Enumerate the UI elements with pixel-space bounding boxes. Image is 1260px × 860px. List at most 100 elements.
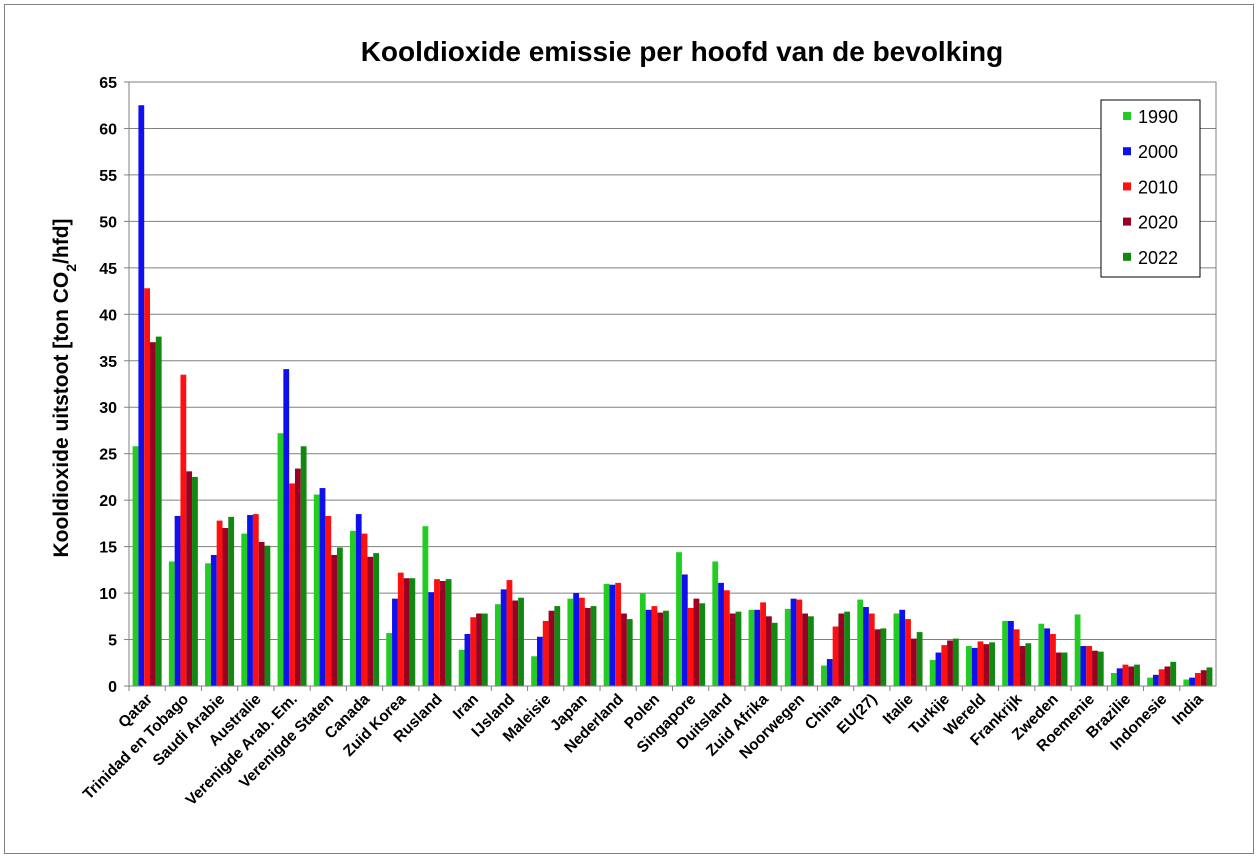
- bar-2000: [138, 105, 145, 687]
- bar-2000: [935, 652, 942, 686]
- bar-2020: [186, 471, 193, 686]
- bar-2022: [228, 516, 235, 686]
- bar-2000: [536, 636, 543, 686]
- bar-2020: [1019, 646, 1026, 686]
- y-tick-label: 0: [108, 679, 117, 696]
- bar-2000: [790, 598, 797, 686]
- bar-2010: [1158, 669, 1165, 686]
- bar-1990: [965, 646, 972, 686]
- bar-2000: [319, 488, 326, 686]
- x-tick-label: India: [1169, 691, 1207, 729]
- bar-2020: [1200, 670, 1207, 686]
- bar-2010: [1086, 646, 1093, 686]
- legend-label-2022: 2022: [1138, 248, 1178, 268]
- bar-2000: [609, 584, 616, 686]
- bar-1990: [603, 583, 610, 686]
- bar-2000: [392, 598, 398, 686]
- bar-2022: [155, 336, 162, 686]
- bar-2000: [1008, 620, 1014, 686]
- bar-2020: [476, 613, 482, 686]
- bar-2022: [1170, 661, 1177, 686]
- bar-2010: [289, 483, 295, 686]
- bar-2000: [464, 633, 471, 686]
- bar-2022: [626, 619, 633, 686]
- bar-2022: [1206, 667, 1213, 686]
- legend-label-2000: 2000: [1138, 142, 1178, 162]
- bar-1990: [1002, 620, 1009, 686]
- bar-1990: [386, 633, 393, 686]
- y-tick-label: 35: [99, 354, 117, 371]
- bar-1990: [132, 446, 139, 686]
- y-tick-label: 65: [99, 75, 117, 92]
- bar-2022: [373, 553, 380, 686]
- bar-2020: [584, 607, 591, 686]
- y-axis-ticks: 0 5 10 15 20 25 30 35 40 45 50 55 60 65: [99, 75, 129, 696]
- bar-2022: [844, 611, 851, 686]
- bar-2010: [434, 579, 440, 686]
- bar-2000: [210, 554, 217, 686]
- bar-2010: [1013, 629, 1020, 686]
- bar-2010: [180, 374, 187, 686]
- bar-2000: [645, 609, 652, 686]
- bar-2022: [409, 578, 416, 686]
- bar-2022: [554, 606, 561, 686]
- bar-1990: [1074, 614, 1081, 686]
- bar-2022: [1025, 643, 1032, 686]
- bar-1990: [205, 563, 211, 686]
- bar-2020: [838, 613, 845, 686]
- legend-label-1990: 1990: [1138, 107, 1178, 127]
- legend-swatch-2020: [1123, 217, 1131, 226]
- bar-2010: [542, 620, 549, 686]
- bar-2000: [754, 609, 761, 686]
- bar-2022: [771, 622, 778, 686]
- bar-2010: [977, 641, 984, 686]
- bar-1990: [241, 533, 248, 686]
- bar-1990: [277, 433, 284, 686]
- bar-2020: [294, 468, 301, 686]
- legend-box: [1100, 99, 1201, 278]
- bar-2022: [880, 628, 887, 686]
- bar-1990: [350, 530, 356, 686]
- bar-2022: [989, 642, 995, 686]
- bar-series: [132, 105, 1213, 687]
- y-tick-label: 40: [99, 307, 117, 324]
- bar-2000: [1189, 677, 1195, 686]
- bar-2000: [971, 647, 978, 686]
- bar-2000: [681, 574, 688, 686]
- y-tick-label: 10: [99, 586, 117, 603]
- y-tick-label: 50: [99, 214, 117, 231]
- bar-2022: [735, 611, 742, 686]
- bar-2020: [403, 578, 410, 686]
- bar-2000: [1152, 674, 1159, 686]
- bar-2000: [899, 609, 906, 686]
- bar-1990: [531, 656, 537, 686]
- bar-2010: [397, 572, 404, 686]
- bar-2000: [1044, 628, 1051, 686]
- bar-2010: [723, 590, 730, 686]
- bar-2010: [470, 617, 477, 686]
- bar-1990: [639, 593, 646, 686]
- y-axis-label-end: /hfd]: [50, 218, 73, 263]
- bar-2020: [729, 613, 736, 686]
- bar-2010: [905, 619, 911, 686]
- bar-2022: [481, 613, 488, 686]
- bar-2020: [150, 342, 156, 686]
- bar-1990: [748, 609, 755, 686]
- bar-2020: [222, 528, 229, 686]
- y-tick-label: 30: [99, 400, 117, 417]
- y-tick-label: 25: [99, 447, 117, 464]
- legend-label-2020: 2020: [1138, 213, 1178, 233]
- bar-2020: [693, 598, 700, 686]
- x-tick-label: Iran: [450, 691, 482, 723]
- bar-2010: [1194, 672, 1201, 686]
- bar-2022: [1061, 652, 1068, 686]
- bar-2020: [657, 612, 664, 686]
- bar-2000: [283, 369, 290, 686]
- bar-2020: [947, 640, 953, 686]
- bar-2000: [500, 589, 507, 686]
- bar-2010: [687, 607, 694, 686]
- bar-2022: [445, 579, 452, 686]
- bar-1990: [893, 613, 900, 686]
